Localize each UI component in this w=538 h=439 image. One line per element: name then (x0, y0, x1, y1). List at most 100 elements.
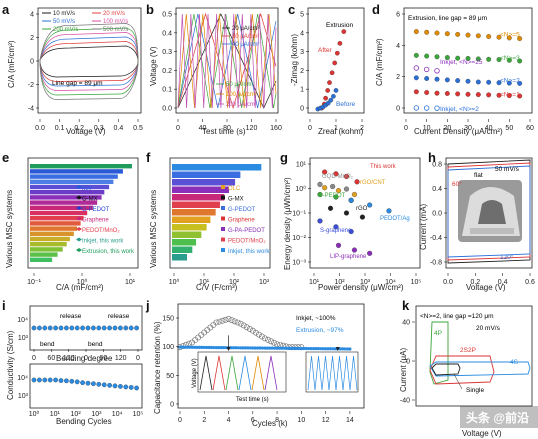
extrusion-point (224, 346, 228, 350)
legend-entry: 100 mV/s (103, 19, 128, 25)
conductivity-point (85, 325, 91, 331)
bar (172, 216, 211, 223)
panel-e-ylabel: Various MSC systems (5, 190, 14, 268)
panel-b-frame (175, 7, 279, 114)
extrusion-point (302, 346, 306, 351)
y-tick-label: -4 (28, 106, 34, 113)
extrusion-point (307, 346, 311, 351)
inset-triangle (328, 355, 337, 391)
legend-marker (221, 248, 225, 252)
data-point (486, 79, 492, 85)
inset-triangle (212, 355, 226, 391)
legend-entry: MX (82, 186, 91, 192)
data-point (444, 91, 450, 96)
data-point (424, 29, 430, 35)
panel-a-label: a (2, 2, 10, 17)
panel-i-release-2: release (108, 313, 130, 320)
data-point (413, 52, 419, 58)
panel-i-label: i (2, 298, 6, 313)
conductivity-point (123, 384, 129, 390)
data-point (413, 75, 419, 81)
panel-b-xticks: 0 40 80 120 160 (176, 119, 282, 132)
y-tick-label: 6 (396, 12, 400, 19)
x-tick-label: 0.0 (443, 279, 453, 286)
panel-h-cv-curves (447, 159, 531, 264)
x-tick-label: 1 (334, 125, 338, 132)
panel-h: h flat 60° 50 mV/s 120° Voltage (V) Curr… (419, 150, 535, 292)
panel-i-bend-1: bend (40, 341, 55, 348)
panel-f-ylabel: Various MSC systems (149, 190, 158, 268)
legend-entry: 500 mV/s (103, 27, 128, 33)
panel-b-ylabel: Voltage (V) (149, 46, 158, 86)
inkjet-point (225, 316, 232, 322)
bar (30, 179, 114, 184)
extrusion-point (258, 346, 262, 350)
x-tick-label: 8 (275, 417, 279, 424)
y-tick-label: 0.1 (162, 87, 172, 94)
y-tick-label: 0.3 (162, 49, 172, 56)
y-tick-label: 100 (162, 344, 174, 351)
x-tick-label: 10⁰ (169, 278, 180, 286)
ragone-point (359, 214, 365, 220)
inset-triangle (238, 355, 252, 391)
panel-e-frame (27, 157, 139, 269)
bar (30, 252, 58, 257)
gcd-curve (177, 13, 277, 109)
x-tick-label: 60 (47, 355, 55, 362)
legend-entry: 40 μA/cm² (232, 42, 259, 48)
panel-f-bars (172, 164, 262, 261)
panel-h-60-label: 60° (452, 180, 462, 188)
legend-marker (221, 216, 225, 221)
panel-j-inset-xlabel: Test time (s) (236, 397, 269, 403)
x-tick-label: 10³ (360, 279, 371, 286)
ragone-point (317, 181, 323, 187)
x-tick-label: 10⁵ (133, 411, 144, 418)
extrusion-point (183, 345, 187, 349)
extrusion-point (333, 347, 337, 351)
panel-k-cv-curves (429, 321, 531, 390)
nyquist-point (334, 50, 340, 56)
inkjet-point (216, 318, 223, 325)
extrusion-point (219, 346, 223, 350)
y-tick-label: 10¹ (296, 162, 307, 169)
extrusion-point (270, 346, 274, 350)
inkjet-point (222, 316, 229, 323)
panel-b-xlabel: Test time (s) (202, 127, 246, 136)
data-point (506, 57, 512, 63)
panel-j-inset-ylabel: Voltage (V) (192, 358, 198, 388)
cv-single (431, 363, 461, 376)
data-point (424, 53, 430, 59)
inkjet-point (268, 338, 274, 345)
legend-entry: G-MX (82, 197, 98, 203)
panel-e-xlabel: C/A (mF/cm²) (56, 283, 104, 292)
conductivity-point (134, 385, 139, 391)
nyquist-point (341, 29, 347, 34)
panel-i-bend-2: bend (88, 341, 103, 348)
bar (30, 247, 63, 252)
ragone-point (335, 188, 342, 194)
extrusion-point (205, 345, 209, 350)
data-point (496, 34, 502, 40)
extrusion-point (253, 346, 257, 350)
panel-a-ylabel: C/A (mF/cm²) (7, 40, 16, 88)
bar (30, 221, 81, 226)
x-tick-label: 10¹ (309, 279, 320, 286)
panel-h-rate-label: 50 mV/s (495, 166, 520, 173)
nyquist-point (325, 100, 331, 106)
inset-triangle (307, 355, 316, 391)
data-point (506, 93, 512, 99)
data-point (517, 58, 523, 64)
x-tick-label: 10⁵ (411, 279, 422, 286)
panel-d-ylabel: C/A (mF/cm²) (375, 38, 384, 86)
conductivity-point (74, 325, 80, 331)
panel-f-label: f (146, 150, 151, 165)
y-tick-label: 0.0 (162, 106, 172, 113)
x-tick-label: 10³ (91, 411, 102, 418)
bar (30, 169, 123, 174)
extrusion-point (324, 347, 328, 351)
panel-a-frame (37, 7, 142, 114)
conductivity-point (118, 384, 123, 389)
x-tick-label: 40 (485, 125, 493, 132)
conductivity-point (31, 325, 37, 331)
